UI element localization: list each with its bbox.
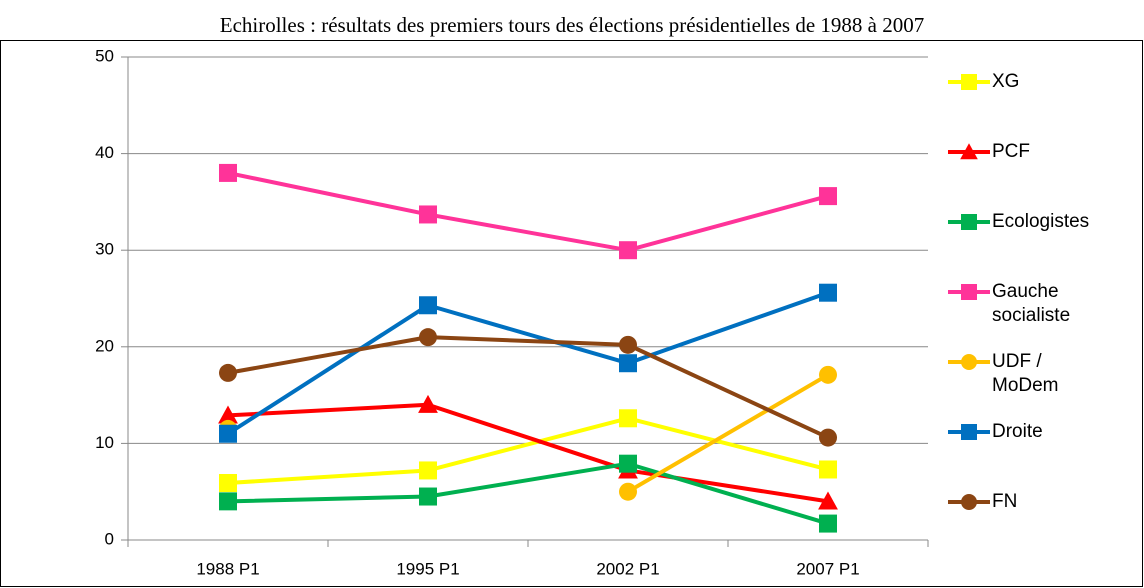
series-line bbox=[227, 170, 829, 253]
marker bbox=[218, 405, 238, 424]
marker bbox=[819, 365, 837, 384]
y-tick-label: 40 bbox=[95, 143, 114, 162]
legend-label: Ecologistes bbox=[992, 211, 1090, 232]
marker bbox=[961, 214, 977, 230]
y-tick-label: 50 bbox=[95, 46, 114, 65]
x-tick-label: 1995 P1 bbox=[396, 559, 459, 578]
marker bbox=[418, 394, 438, 413]
marker bbox=[219, 474, 237, 493]
legend-label: PCF bbox=[992, 141, 1030, 162]
y-tick-label: 30 bbox=[95, 240, 114, 259]
marker bbox=[819, 187, 837, 206]
x-tick-label: 2007 P1 bbox=[796, 559, 859, 578]
marker bbox=[619, 454, 637, 473]
marker bbox=[419, 296, 437, 315]
legend-label: Droite bbox=[992, 421, 1043, 442]
marker bbox=[819, 283, 837, 302]
legend-label: Gauche socialiste bbox=[992, 281, 1071, 326]
marker bbox=[819, 428, 837, 447]
x-tick-label: 1988 P1 bbox=[196, 559, 259, 578]
marker bbox=[219, 163, 237, 182]
series-line bbox=[227, 461, 829, 526]
series-line bbox=[227, 416, 829, 486]
marker bbox=[619, 409, 637, 428]
y-tick-label: 20 bbox=[95, 336, 114, 355]
marker bbox=[219, 424, 237, 443]
legend-label: FN bbox=[992, 491, 1018, 512]
marker bbox=[419, 205, 437, 224]
series-line bbox=[227, 402, 829, 504]
marker bbox=[419, 461, 437, 480]
y-tick-label: 0 bbox=[105, 529, 114, 548]
marker bbox=[619, 354, 637, 373]
series-line bbox=[226, 290, 829, 436]
marker bbox=[419, 328, 437, 347]
marker bbox=[818, 491, 838, 510]
series-line bbox=[626, 373, 830, 494]
marker bbox=[961, 424, 977, 440]
marker bbox=[961, 494, 977, 510]
marker bbox=[961, 74, 977, 90]
marker bbox=[619, 482, 637, 501]
marker bbox=[419, 487, 437, 506]
legend-label: UDF / MoDem bbox=[992, 351, 1059, 396]
marker bbox=[961, 354, 977, 370]
marker bbox=[219, 492, 237, 511]
chart-title: Echirolles : résultats des premiers tour… bbox=[220, 13, 924, 37]
x-tick-label: 2002 P1 bbox=[596, 559, 659, 578]
marker bbox=[960, 143, 978, 160]
chart-border bbox=[0, 40, 1143, 587]
marker bbox=[819, 460, 837, 479]
legend-label: XG bbox=[992, 71, 1020, 92]
marker bbox=[619, 335, 637, 354]
marker bbox=[819, 514, 837, 533]
y-tick-label: 10 bbox=[95, 433, 114, 452]
series-line bbox=[227, 335, 829, 440]
marker bbox=[961, 284, 977, 300]
marker bbox=[619, 241, 637, 260]
marker bbox=[219, 363, 237, 382]
